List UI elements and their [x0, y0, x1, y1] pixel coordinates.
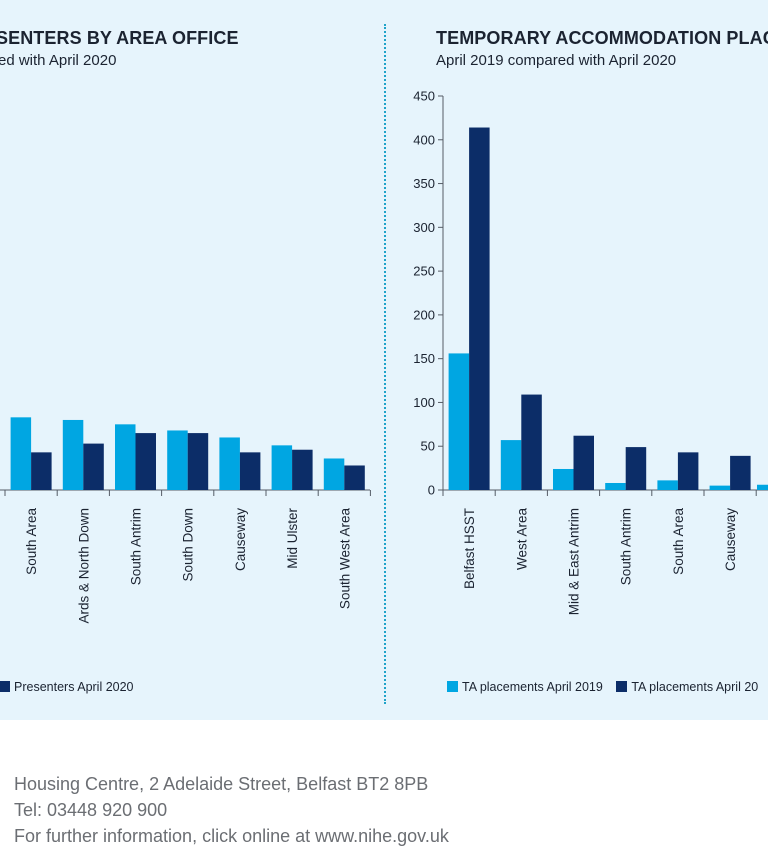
footer-phone: Tel: 03448 920 900	[14, 800, 168, 820]
left-category-label: South West Area	[337, 508, 352, 610]
left-bar-south-west-area-2020	[344, 465, 365, 490]
left-bar-south-west-area-series-1	[323, 458, 345, 490]
right-chart-subtitle: April 2019 compared with April 2020	[436, 52, 677, 69]
left-category-label: Ards & North Down	[76, 508, 91, 624]
right-bar-causeway-2019	[709, 485, 731, 490]
right-bar-mid-and-east-antrim-2020	[573, 435, 594, 490]
legend-label-presenters-2020: Presenters April 2020	[14, 680, 134, 694]
right-bar-belfast-hsst-2019	[448, 353, 470, 490]
left-bar-south-down-series-1	[167, 430, 188, 490]
right-category-label: Mid & East Antrim	[567, 508, 582, 615]
right-y-tick-label: 100	[413, 395, 435, 410]
right-category-label: Causeway	[723, 508, 738, 571]
right-y-tick-label: 0	[428, 483, 435, 498]
right-category-label: South Antrim	[619, 508, 634, 585]
left-bar-south-antrim-2020	[135, 433, 156, 490]
left-chart-subtitle: ed with April 2020	[0, 52, 117, 69]
right-y-tick-label: 350	[413, 176, 435, 191]
left-category-label: South Area	[24, 508, 39, 575]
left-category-label: South Antrim	[129, 508, 144, 585]
right-category-label: Belfast HSST	[462, 508, 477, 589]
right-bar-west-area-2020	[521, 394, 542, 490]
right-bar-cropped-2019	[757, 484, 768, 490]
right-category-label: South Area	[671, 508, 686, 575]
right-bar-south-antrim-2019	[605, 482, 626, 490]
left-bar-mid-ulster-2020	[292, 449, 313, 490]
left-legend: Presenters April 2020	[0, 680, 134, 694]
left-bar-ards-and-north-down-2020	[83, 443, 104, 490]
left-category-label: Causeway	[233, 508, 248, 571]
right-bar-mid-and-east-antrim-2019	[553, 468, 574, 490]
right-y-tick-label: 400	[413, 132, 435, 147]
left-category-label: South Down	[181, 508, 196, 582]
left-bar-south-area-2020	[31, 452, 52, 490]
left-category-label: Mid Ulster	[285, 508, 300, 569]
right-bar-causeway-2020	[730, 455, 751, 490]
left-bar-causeway-2020	[239, 452, 261, 490]
right-y-tick-label: 150	[413, 351, 435, 366]
footer-address: Housing Centre, 2 Adelaide Street, Belfa…	[14, 774, 429, 794]
right-legend: TA placements April 2019 TA placements A…	[447, 680, 758, 694]
footer-website: For further information, click online at…	[14, 826, 449, 846]
right-category-label: West Area	[514, 508, 529, 571]
right-y-tick-label: 200	[413, 307, 435, 322]
right-chart-title: TEMPORARY ACCOMMODATION PLAC	[436, 28, 768, 48]
right-y-tick-label: 300	[413, 220, 435, 235]
right-bar-west-area-2019	[500, 440, 522, 490]
right-bar-belfast-hsst-2020	[469, 127, 490, 491]
left-chart-title: SENTERS BY AREA OFFICE	[0, 28, 239, 48]
footer: Housing Centre, 2 Adelaide Street, Belfa…	[14, 771, 449, 849]
right-y-tick-label: 50	[421, 439, 435, 454]
left-bar-ards-and-north-down-series-1	[62, 419, 84, 490]
left-bar-south-area-series-1	[10, 417, 32, 490]
left-bar-mid-ulster-series-1	[271, 445, 293, 490]
legend-swatch-2020	[0, 681, 10, 692]
left-bar-causeway-series-1	[219, 437, 240, 490]
charts-canvas: South Area Ards & North Down South Antrim S…	[0, 89, 768, 624]
right-bar-south-antrim-2020	[625, 447, 647, 490]
legend-swatch-2020	[616, 681, 628, 692]
legend-swatch-2019	[447, 681, 458, 692]
left-bar-south-down-2020	[187, 433, 209, 490]
right-y-tick-label: 450	[413, 89, 435, 104]
legend-label-ta-2019: TA placements April 2019	[462, 680, 603, 694]
legend-label-ta-2020: TA placements April 20	[631, 680, 759, 694]
right-bar-south-area-2020	[677, 452, 699, 490]
panel-divider	[384, 24, 386, 704]
right-bar-south-area-2019	[657, 480, 678, 490]
left-bar-south-antrim-series-1	[115, 424, 136, 490]
right-y-tick-label: 250	[413, 264, 435, 279]
